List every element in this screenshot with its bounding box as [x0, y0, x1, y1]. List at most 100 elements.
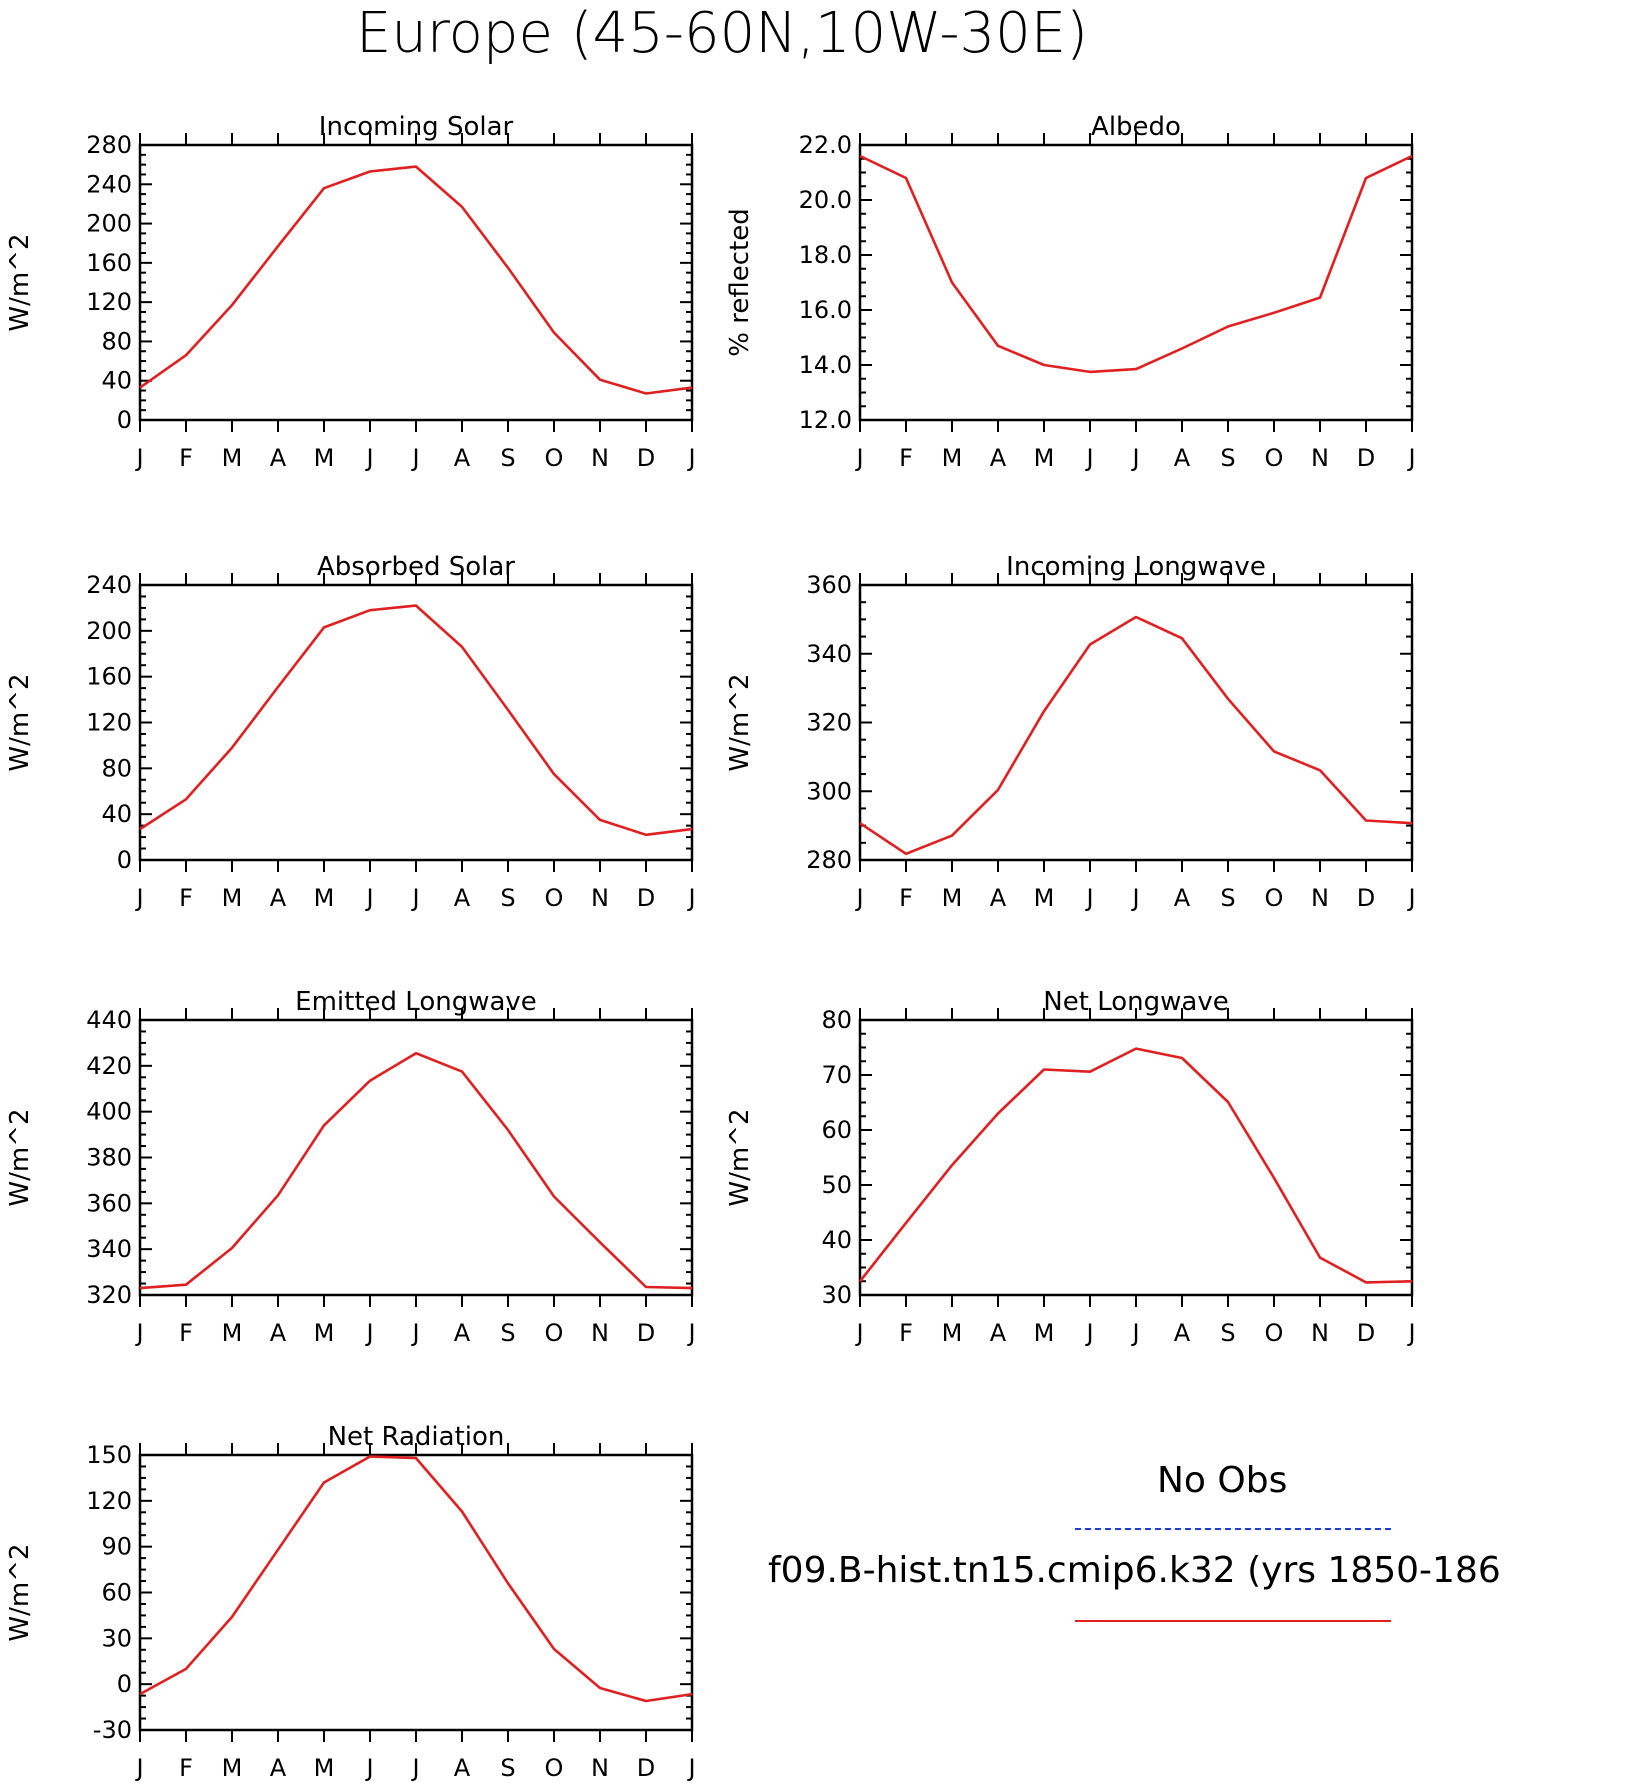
net-longwave-series-line [858, 1047, 1413, 1284]
net-longwave-xtick-label: J [1406, 1319, 1415, 1347]
incoming-solar-ytick-label: 0 [117, 406, 132, 434]
net-radiation-xtick-label: M [222, 1754, 243, 1782]
incoming-solar-xtick-label: J [686, 444, 695, 472]
net-longwave-y-axis-label: W/m^2 [725, 1108, 755, 1206]
incoming-solar-ytick-label: 240 [86, 170, 132, 198]
incoming-longwave-xtick-label: J [1406, 884, 1415, 912]
net-radiation-xtick-label: A [270, 1754, 287, 1782]
incoming-longwave-ytick-label: 320 [806, 709, 852, 737]
incoming-longwave-xtick-label: M [1034, 884, 1055, 912]
albedo-xtick-label: M [942, 444, 963, 472]
emitted-longwave-ytick-label: 420 [86, 1052, 132, 1080]
albedo-xtick-label: N [1311, 444, 1329, 472]
net-longwave-xtick-label: N [1311, 1319, 1329, 1347]
net-radiation-xtick-label: J [364, 1754, 373, 1782]
incoming-longwave-series-line [859, 615, 1413, 856]
albedo-xtick-label: M [1034, 444, 1055, 472]
emitted-longwave-series-line [139, 1051, 693, 1290]
albedo-xtick-label: J [1406, 444, 1415, 472]
emitted-longwave-ytick-label: 340 [86, 1235, 132, 1263]
absorbed-solar-ytick-label: 0 [117, 846, 132, 874]
incoming-solar-xtick-label: A [270, 444, 287, 472]
incoming-solar-xtick-label: J [364, 444, 373, 472]
net-longwave-xtick-label: A [990, 1319, 1007, 1347]
incoming-longwave-xtick-label: J [1084, 884, 1093, 912]
incoming-longwave-xtick-label: N [1311, 884, 1329, 912]
incoming-solar-xtick-label: O [545, 444, 564, 472]
incoming-longwave-xtick-label: A [990, 884, 1007, 912]
incoming-solar-xtick-label: F [179, 444, 193, 472]
emitted-longwave-xtick-label: J [686, 1319, 695, 1347]
absorbed-solar-xtick-label: J [410, 884, 419, 912]
absorbed-solar-xtick-label: D [637, 884, 655, 912]
incoming-solar-ytick-label: 160 [86, 249, 132, 277]
absorbed-solar-ytick-label: 200 [86, 617, 132, 645]
incoming-longwave-xtick-label: J [854, 884, 863, 912]
emitted-longwave-xtick-label: J [410, 1319, 419, 1347]
net-radiation-series-line [139, 1455, 693, 1703]
incoming-solar-xtick-label: J [134, 444, 143, 472]
net-radiation-xtick-label: D [637, 1754, 655, 1782]
incoming-longwave-ytick-label: 300 [806, 777, 852, 805]
chart-emitted-longwave: Emitted LongwaveW/m^23203403603804004204… [5, 987, 696, 1347]
net-radiation-xtick-label: N [591, 1754, 609, 1782]
incoming-solar-xtick-label: N [591, 444, 609, 472]
emitted-longwave-xtick-label: O [545, 1319, 564, 1347]
net-longwave-xtick-label: J [1130, 1319, 1139, 1347]
net-longwave-ytick-label: 30 [821, 1281, 852, 1309]
net-radiation-ytick-label: 120 [86, 1487, 132, 1515]
emitted-longwave-xtick-label: N [591, 1319, 609, 1347]
incoming-solar-ytick-label: 280 [86, 131, 132, 159]
legend-obs-line [1075, 1528, 1391, 1530]
absorbed-solar-xtick-label: N [591, 884, 609, 912]
net-longwave-xtick-label: J [1084, 1319, 1093, 1347]
net-radiation-xtick-label: A [454, 1754, 471, 1782]
net-radiation-y-axis-label: W/m^2 [5, 1543, 35, 1641]
albedo-plot-frame [858, 143, 1414, 422]
absorbed-solar-ytick-label: 80 [101, 754, 132, 782]
legend-obs-label: No Obs [1157, 1460, 1288, 1501]
incoming-longwave-xtick-label: D [1357, 884, 1375, 912]
incoming-longwave-xtick-label: F [899, 884, 913, 912]
net-longwave-xtick-label: O [1265, 1319, 1284, 1347]
emitted-longwave-xtick-label: S [500, 1319, 515, 1347]
absorbed-solar-xtick-label: S [500, 884, 515, 912]
emitted-longwave-ytick-label: 440 [86, 1006, 132, 1034]
net-radiation-xtick-label: F [179, 1754, 193, 1782]
albedo-ytick-label: 12.0 [799, 406, 852, 434]
incoming-longwave-xtick-label: S [1220, 884, 1235, 912]
albedo-xtick-label: J [1084, 444, 1093, 472]
albedo-xtick-label: D [1357, 444, 1375, 472]
absorbed-solar-ytick-label: 240 [86, 571, 132, 599]
legend-model-line [1075, 1620, 1391, 1622]
incoming-solar-ytick-label: 120 [86, 288, 132, 316]
net-longwave-xtick-label: M [1034, 1319, 1055, 1347]
net-longwave-ytick-label: 70 [821, 1061, 852, 1089]
net-radiation-xtick-label: M [314, 1754, 335, 1782]
absorbed-solar-series-line [139, 604, 693, 837]
incoming-solar-ytick-label: 200 [86, 210, 132, 238]
legend-model-label: f09.B-hist.tn15.cmip6.k32 (yrs 1850-186 [768, 1550, 1501, 1591]
net-longwave-plot-frame [858, 1018, 1414, 1297]
net-radiation-ytick-label: -30 [93, 1716, 132, 1744]
emitted-longwave-ytick-label: 380 [86, 1144, 132, 1172]
net-longwave-xtick-label: J [854, 1319, 863, 1347]
emitted-longwave-ytick-label: 400 [86, 1098, 132, 1126]
emitted-longwave-xtick-label: M [222, 1319, 243, 1347]
net-radiation-ytick-label: 60 [101, 1579, 132, 1607]
net-longwave-xtick-label: D [1357, 1319, 1375, 1347]
absorbed-solar-xtick-label: A [454, 884, 471, 912]
absorbed-solar-xtick-label: M [314, 884, 335, 912]
net-radiation-plot-frame [138, 1453, 694, 1732]
net-radiation-xtick-label: J [410, 1754, 419, 1782]
albedo-xtick-label: S [1220, 444, 1235, 472]
emitted-longwave-xtick-label: F [179, 1319, 193, 1347]
incoming-longwave-ytick-label: 280 [806, 846, 852, 874]
absorbed-solar-xtick-label: M [222, 884, 243, 912]
incoming-solar-xtick-label: S [500, 444, 515, 472]
albedo-ytick-label: 14.0 [799, 351, 852, 379]
net-radiation-ytick-label: 30 [101, 1624, 132, 1652]
net-radiation-xtick-label: S [500, 1754, 515, 1782]
